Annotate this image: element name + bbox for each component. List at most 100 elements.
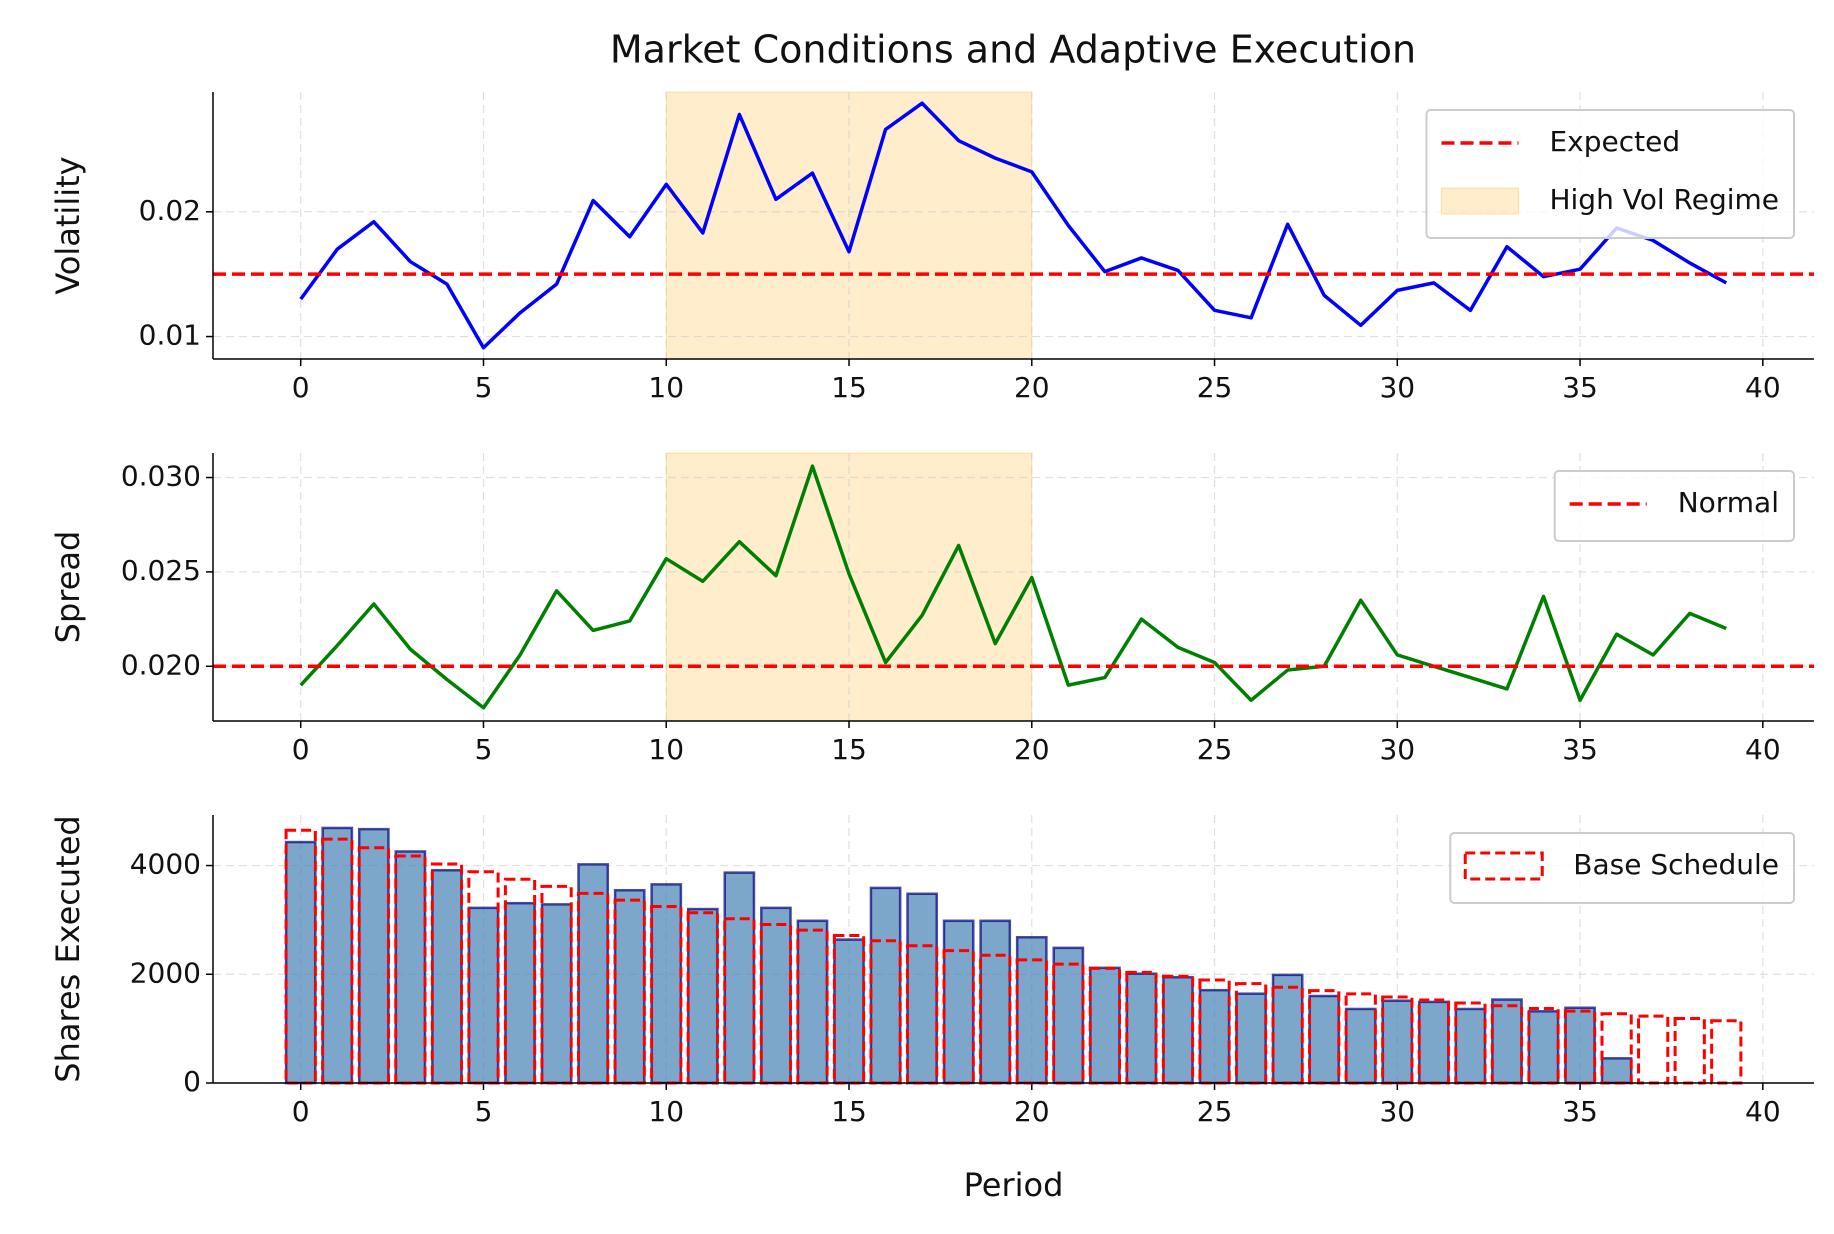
bar xyxy=(1417,1000,1450,1085)
y-axis-label: Volatility xyxy=(49,156,87,294)
x-tick-label: 40 xyxy=(1745,733,1781,766)
x-tick-label: 35 xyxy=(1562,1095,1598,1128)
y-tick-label: 0.020 xyxy=(121,648,201,681)
legend-swatch xyxy=(1440,187,1519,215)
y-tick-label: 0.01 xyxy=(139,319,201,352)
x-tick-label: 20 xyxy=(1014,1095,1050,1128)
x-tick-label: 0 xyxy=(292,733,310,766)
x-tick-label: 15 xyxy=(831,733,867,766)
base-bar xyxy=(942,949,975,1085)
bar xyxy=(650,883,683,1085)
x-tick-label: 10 xyxy=(648,733,684,766)
x-tick-label: 30 xyxy=(1379,1095,1415,1128)
base-bar xyxy=(284,828,317,1085)
bar xyxy=(869,886,902,1085)
bar xyxy=(1198,988,1231,1085)
x-tick-label: 0 xyxy=(292,1095,310,1128)
bar xyxy=(577,863,610,1085)
x-tick-label: 15 xyxy=(831,1095,867,1128)
legend-label: Expected xyxy=(1549,125,1680,158)
bar xyxy=(357,827,390,1085)
bar xyxy=(1308,994,1341,1085)
bar xyxy=(1052,946,1085,1085)
legend: Normal xyxy=(1553,470,1795,542)
x-tick-label: 20 xyxy=(1014,371,1050,404)
bar xyxy=(796,919,829,1085)
y-tick-label: 2000 xyxy=(130,956,201,989)
bar xyxy=(686,907,719,1085)
x-tick-label: 20 xyxy=(1014,733,1050,766)
bar xyxy=(1162,975,1194,1085)
x-tick-label: 35 xyxy=(1562,371,1598,404)
bar xyxy=(760,906,792,1085)
legend: Expected High Vol Regime xyxy=(1425,109,1795,239)
bar xyxy=(1564,1006,1596,1085)
base-bar xyxy=(1198,978,1231,1085)
y-axis-label: Shares Executed xyxy=(49,815,87,1082)
volatility-line xyxy=(299,464,1727,710)
x-tick-label: 0 xyxy=(292,371,310,404)
base-bar xyxy=(650,904,683,1085)
base-bar xyxy=(832,934,866,1085)
bar xyxy=(394,850,427,1085)
legend-label: High Vol Regime xyxy=(1549,183,1779,216)
x-tick-label: 10 xyxy=(648,1095,684,1128)
x-tick-label: 25 xyxy=(1197,733,1233,766)
x-tick-label: 30 xyxy=(1379,733,1415,766)
legend-swatch xyxy=(1463,851,1544,881)
x-tick-label: 40 xyxy=(1745,371,1781,404)
legend: Base Schedule xyxy=(1449,832,1795,904)
x-tick-label: 25 xyxy=(1197,371,1233,404)
base-bar xyxy=(1563,1009,1597,1085)
legend-label: Normal xyxy=(1678,486,1779,519)
legend-box xyxy=(1553,470,1795,542)
bar xyxy=(504,901,536,1085)
x-tick-label: 35 xyxy=(1562,733,1598,766)
base-bar xyxy=(1710,1019,1743,1085)
bar xyxy=(1125,972,1158,1085)
y-tick-label: 0 xyxy=(183,1065,201,1098)
base-bar xyxy=(1673,1016,1706,1085)
legend-label: Base Schedule xyxy=(1573,848,1779,881)
bar xyxy=(723,871,756,1085)
x-tick-label: 5 xyxy=(475,733,493,766)
x-tick-label: 25 xyxy=(1197,1095,1233,1128)
y-tick-label: 0.030 xyxy=(121,460,201,493)
base-bar xyxy=(1637,1014,1670,1085)
bar xyxy=(1271,973,1304,1085)
bar xyxy=(1344,1007,1377,1085)
legend-box xyxy=(1449,832,1795,904)
bar xyxy=(540,903,573,1085)
x-axis-label: Period xyxy=(964,1166,1064,1204)
bar xyxy=(613,888,646,1085)
bar xyxy=(979,919,1012,1085)
bar xyxy=(431,868,463,1085)
x-tick-label: 5 xyxy=(475,371,493,404)
bar xyxy=(1089,966,1121,1085)
base-bar xyxy=(1527,1007,1560,1085)
y-axis-label: Spread xyxy=(49,531,87,644)
x-tick-label: 40 xyxy=(1745,1095,1781,1128)
bar xyxy=(1381,999,1414,1085)
x-tick-label: 10 xyxy=(648,371,684,404)
volatility-line xyxy=(299,101,1728,350)
bar xyxy=(1235,992,1267,1085)
bar xyxy=(284,840,317,1085)
bar xyxy=(467,906,500,1085)
bar xyxy=(833,938,865,1085)
bar xyxy=(906,892,938,1085)
x-tick-label: 15 xyxy=(831,371,867,404)
bar xyxy=(1527,1010,1560,1085)
base-bar xyxy=(723,917,756,1085)
y-tick-label: 0.025 xyxy=(121,554,201,587)
x-tick-label: 30 xyxy=(1379,371,1415,404)
bar xyxy=(1491,998,1523,1085)
bar xyxy=(1600,1057,1633,1085)
y-tick-label: 0.02 xyxy=(139,194,201,227)
bar xyxy=(942,919,975,1085)
chart-title: Market Conditions and Adaptive Execution xyxy=(610,28,1416,72)
bar xyxy=(321,826,354,1085)
y-tick-label: 4000 xyxy=(130,848,201,881)
